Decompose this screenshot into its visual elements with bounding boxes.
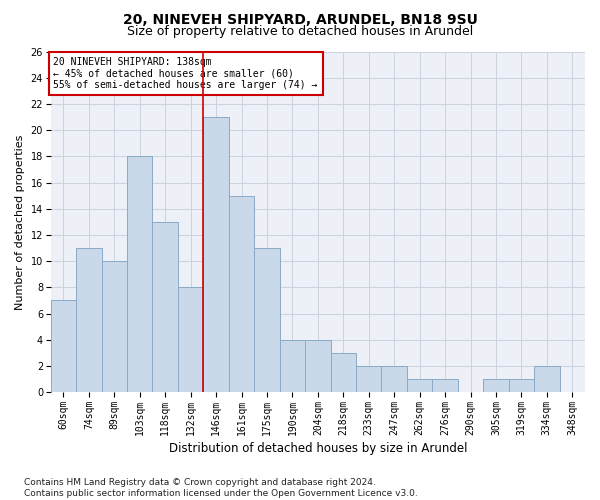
Text: Size of property relative to detached houses in Arundel: Size of property relative to detached ho… xyxy=(127,25,473,38)
Text: Contains HM Land Registry data © Crown copyright and database right 2024.
Contai: Contains HM Land Registry data © Crown c… xyxy=(24,478,418,498)
Bar xyxy=(509,379,534,392)
Bar xyxy=(280,340,305,392)
Bar xyxy=(254,248,280,392)
Bar xyxy=(152,222,178,392)
X-axis label: Distribution of detached houses by size in Arundel: Distribution of detached houses by size … xyxy=(169,442,467,455)
Y-axis label: Number of detached properties: Number of detached properties xyxy=(15,134,25,310)
Bar xyxy=(407,379,433,392)
Bar xyxy=(356,366,382,392)
Bar xyxy=(127,156,152,392)
Bar xyxy=(382,366,407,392)
Bar xyxy=(483,379,509,392)
Bar xyxy=(178,288,203,392)
Bar xyxy=(203,117,229,392)
Bar xyxy=(76,248,101,392)
Bar xyxy=(229,196,254,392)
Text: 20, NINEVEH SHIPYARD, ARUNDEL, BN18 9SU: 20, NINEVEH SHIPYARD, ARUNDEL, BN18 9SU xyxy=(122,12,478,26)
Bar xyxy=(331,353,356,392)
Bar xyxy=(101,261,127,392)
Bar xyxy=(534,366,560,392)
Text: 20 NINEVEH SHIPYARD: 138sqm
← 45% of detached houses are smaller (60)
55% of sem: 20 NINEVEH SHIPYARD: 138sqm ← 45% of det… xyxy=(53,56,318,90)
Bar xyxy=(433,379,458,392)
Bar xyxy=(50,300,76,392)
Bar xyxy=(305,340,331,392)
